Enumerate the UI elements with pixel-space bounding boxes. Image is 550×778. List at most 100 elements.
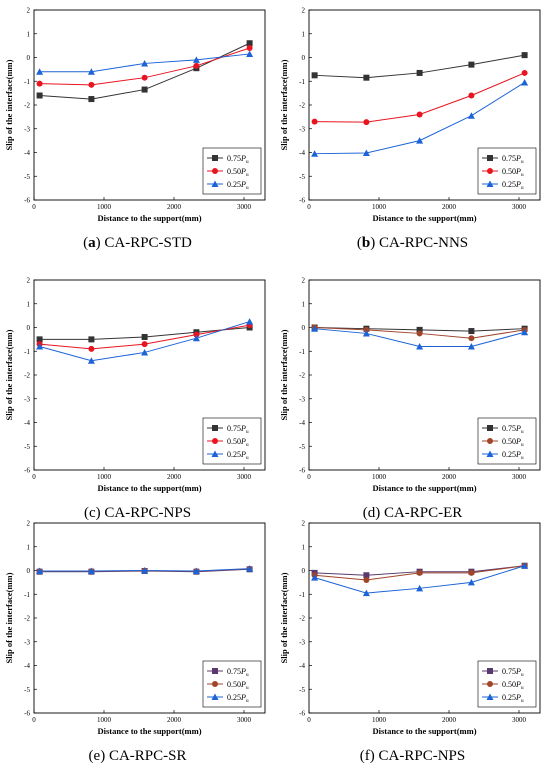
x-tick-label: 1000 [97, 716, 112, 724]
legend-marker [487, 681, 493, 687]
data-point [521, 78, 529, 86]
chart-caption-f: (f) CA-RPC-NPS [359, 748, 466, 764]
y-tick-label: -2 [299, 102, 305, 110]
chart-c: -6 -5 -4 -3 -2 -1 0 1 2 0 1000 2000 3000 Distance to … [4, 277, 266, 493]
chart-a: -6 -5 -4 -3 -2 -1 0 1 2 0 1000 2000 3000 Distance to … [4, 7, 266, 223]
legend-label: 0.50Pu [227, 437, 249, 448]
data-point [362, 329, 370, 337]
data-point [468, 569, 475, 576]
y-tick-label: -4 [299, 419, 305, 427]
data-point [87, 68, 95, 75]
chart-caption-b: (b) CA-RPC-NNS [356, 235, 469, 251]
y-tick-label: -5 [24, 173, 30, 181]
data-point [141, 86, 148, 93]
legend-marker [487, 155, 493, 161]
data-point [192, 567, 200, 574]
y-tick-label: -4 [24, 149, 30, 157]
x-tick-label: 3000 [237, 203, 252, 211]
data-point [521, 69, 528, 76]
y-axis-title: Slip of the interface(mm) [279, 59, 289, 150]
chart-panel-a: -6 -5 -4 -3 -2 -1 0 1 2 0 1000 2000 3000 Distance to … [0, 0, 275, 265]
y-axis-title: Slip of the interface(mm) [279, 329, 289, 420]
chart-panel-d: -6 -5 -4 -3 -2 -1 0 1 2 0 1000 2000 3000 Distance to … [275, 270, 550, 535]
y-tick-label: 0 [27, 324, 31, 332]
x-tick-label: 1000 [97, 473, 112, 481]
legend-marker [487, 668, 493, 674]
y-tick-label: 1 [27, 543, 31, 551]
y-tick-label: -1 [24, 78, 30, 86]
y-axis-title: Slip of the interface(mm) [4, 59, 14, 150]
y-tick-label: -5 [299, 173, 305, 181]
legend-marker [487, 438, 493, 444]
data-point [468, 61, 475, 68]
data-point [416, 69, 423, 76]
data-point [416, 584, 424, 592]
data-point [88, 345, 95, 352]
data-point [362, 589, 370, 597]
x-tick-label: 3000 [512, 716, 527, 724]
data-point [141, 341, 148, 348]
x-tick-label: 3000 [512, 203, 527, 211]
data-point [193, 331, 200, 338]
y-tick-label: -5 [299, 686, 305, 694]
y-tick-label: -6 [299, 710, 305, 718]
legend-label: 0.50Pu [502, 167, 524, 178]
x-tick-label: 0 [307, 716, 311, 724]
y-axis-title: Slip of the interface(mm) [279, 572, 289, 663]
legend-marker [212, 168, 218, 174]
chart-panel-f: -6 -5 -4 -3 -2 -1 0 1 2 0 1000 2000 3000 Distance to … [275, 513, 550, 778]
data-point [87, 357, 95, 364]
data-point [193, 62, 200, 69]
y-tick-label: -4 [299, 662, 305, 670]
data-point [141, 567, 149, 574]
y-tick-label: -5 [24, 686, 30, 694]
data-point [141, 348, 149, 356]
chart-panel-b: -6 -5 -4 -3 -2 -1 0 1 2 0 1000 2000 3000 Distance to … [275, 0, 550, 265]
y-tick-label: -3 [24, 395, 30, 403]
y-tick-label: -2 [24, 615, 30, 623]
y-tick-label: -3 [24, 125, 30, 133]
x-axis-title: Distance to the support(mm) [372, 213, 476, 223]
legend-label: 0.50Pu [227, 167, 249, 178]
data-point [311, 72, 318, 79]
data-point [468, 92, 475, 99]
legend-marker [487, 168, 493, 174]
data-point [363, 119, 370, 126]
chart-e: -6 -5 -4 -3 -2 -1 0 1 2 0 1000 2000 3000 Distance to … [4, 520, 266, 736]
data-point [246, 50, 254, 57]
data-point [363, 74, 370, 81]
data-point [468, 328, 475, 335]
data-point [416, 330, 423, 337]
chart-b: -6 -5 -4 -3 -2 -1 0 1 2 0 1000 2000 3000 Distance to … [279, 7, 541, 223]
y-axis-title: Slip of the interface(mm) [4, 572, 14, 663]
data-point [192, 334, 200, 342]
y-tick-label: 1 [27, 30, 31, 38]
y-tick-label: 0 [302, 324, 306, 332]
legend-marker [212, 155, 218, 161]
data-point [362, 149, 370, 156]
legend-marker [486, 693, 494, 700]
y-tick-label: -2 [299, 372, 305, 380]
y-tick-label: -4 [299, 149, 305, 157]
data-point [246, 318, 254, 325]
data-point [521, 328, 529, 336]
data-point [36, 336, 43, 343]
y-tick-label: -1 [24, 348, 30, 356]
data-point [467, 343, 475, 350]
legend-label: 0.25Pu [502, 180, 524, 191]
legend-marker [486, 180, 494, 187]
y-tick-label: 2 [302, 7, 306, 15]
data-point [363, 577, 370, 583]
y-tick-label: 1 [302, 300, 306, 308]
data-point [246, 45, 253, 51]
y-tick-label: -3 [299, 638, 305, 646]
x-tick-label: 0 [32, 716, 36, 724]
y-tick-label: -6 [24, 710, 30, 718]
legend-marker [487, 425, 493, 431]
y-tick-label: -6 [24, 197, 30, 205]
y-tick-label: 0 [27, 54, 31, 62]
legend-marker [212, 425, 218, 431]
chart-caption-c: (c) CA-RPC-NPS [83, 505, 192, 521]
data-point [416, 343, 424, 350]
x-tick-label: 0 [32, 473, 36, 481]
